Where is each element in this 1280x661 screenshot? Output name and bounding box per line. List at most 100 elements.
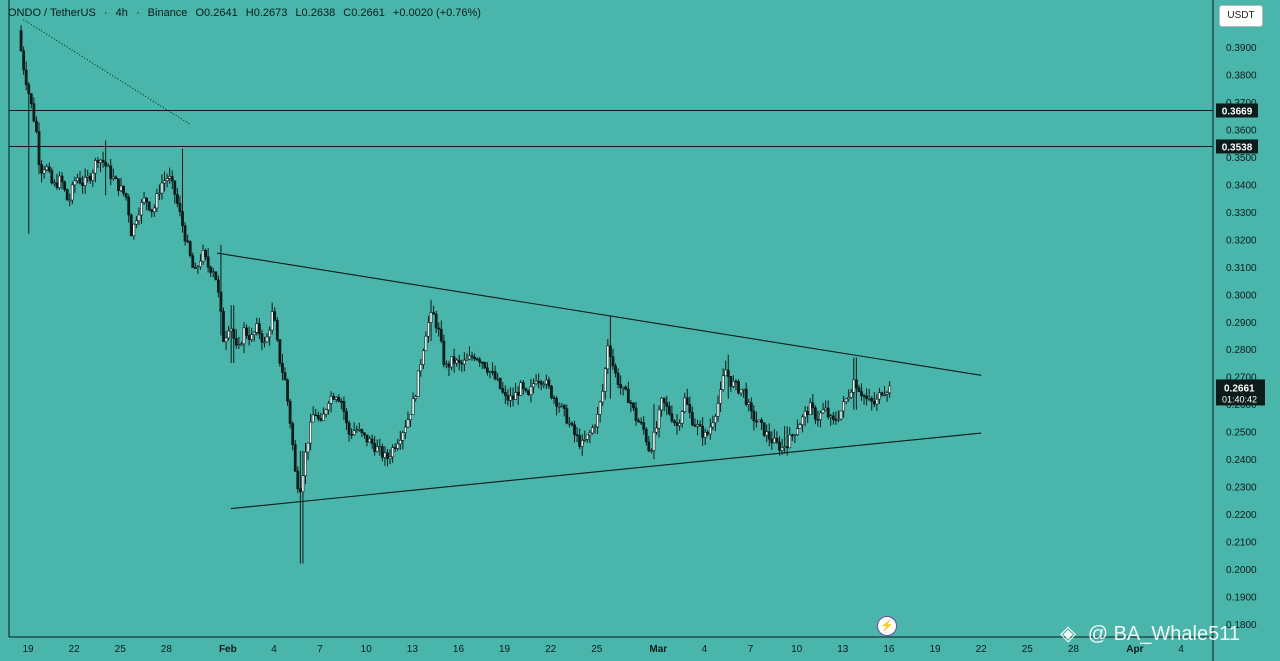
candle-body <box>437 327 441 330</box>
header-separator: · <box>103 7 108 19</box>
candle-body <box>696 424 699 427</box>
price-level-label: 0.3669 <box>1222 106 1253 117</box>
binance-logo-icon: ◈ <box>1060 622 1077 645</box>
candle-body <box>772 437 776 444</box>
candle-body <box>73 180 77 186</box>
candle-body <box>611 356 615 367</box>
candle-body <box>186 240 190 243</box>
candle-body <box>665 402 669 407</box>
candle-body <box>468 355 471 360</box>
candle-body <box>652 431 656 451</box>
candle-body <box>406 419 410 428</box>
price-level-label-box <box>1216 103 1258 118</box>
candle-body <box>565 408 569 424</box>
candle-body <box>263 341 266 344</box>
change-value: +0.0020 (+0.76%) <box>392 7 481 19</box>
candle-body <box>424 335 428 352</box>
candle-body <box>788 434 792 449</box>
x-tick-label: Feb <box>219 644 237 655</box>
candle-body <box>165 178 169 182</box>
candle-body <box>32 103 36 122</box>
candle-body <box>801 416 804 425</box>
y-tick-label: 0.3200 <box>1226 235 1257 246</box>
candle-body <box>621 386 625 389</box>
candlestick-series <box>19 25 892 564</box>
candle-body <box>134 220 138 225</box>
y-tick-label: 0.2400 <box>1226 455 1257 466</box>
candle-body <box>642 422 646 430</box>
x-tick-label: 25 <box>591 644 603 655</box>
candle-body <box>122 185 125 194</box>
candle-body <box>606 345 610 370</box>
y-tick-label: 0.2100 <box>1226 538 1257 549</box>
candle-body <box>598 401 602 415</box>
candle-body <box>734 381 738 383</box>
y-tick-label: 0.3000 <box>1226 290 1257 301</box>
price-level-label-box <box>1216 139 1258 154</box>
candle-body <box>288 400 292 424</box>
currency-unit-button[interactable]: USDT <box>1219 5 1263 27</box>
candle-body <box>388 456 392 460</box>
candle-body <box>434 313 438 329</box>
candle-body <box>283 372 287 381</box>
candle-body <box>158 192 161 195</box>
candle-body <box>762 422 766 436</box>
candle-body <box>363 432 366 436</box>
x-tick-label: 13 <box>407 644 419 655</box>
candle-body <box>550 385 553 399</box>
candle-body <box>342 401 346 412</box>
candle-body <box>501 388 505 393</box>
candle-body <box>275 320 279 340</box>
candle-body <box>209 266 213 273</box>
candle-body <box>857 387 861 392</box>
candle-body <box>711 422 715 428</box>
x-tick-label: 13 <box>837 644 849 655</box>
candle-body <box>547 379 551 387</box>
candle-body <box>91 172 95 181</box>
candle-body <box>478 359 482 363</box>
candle-body <box>608 345 612 358</box>
candle-body <box>534 380 538 384</box>
candle-body <box>811 402 815 409</box>
candle-body <box>370 438 374 444</box>
candle-body <box>242 327 246 345</box>
candle-body <box>163 180 166 184</box>
candle-body <box>96 160 100 163</box>
y-tick-label: 0.2700 <box>1226 373 1257 384</box>
lightning-icon[interactable]: ⚡ <box>877 616 897 636</box>
candle-body <box>404 426 407 434</box>
chart-header: ONDO / TetherUS · 4h · Binance O0.2641 H… <box>8 7 486 19</box>
y-tick-label: 0.2200 <box>1226 510 1257 521</box>
candle-body <box>721 375 725 390</box>
candle-body <box>703 431 707 438</box>
candle-body <box>632 402 635 409</box>
candle-body <box>155 193 159 209</box>
candle-body <box>86 175 90 178</box>
x-tick-label: 25 <box>115 644 127 655</box>
candle-body <box>355 429 359 432</box>
candle-body <box>45 166 49 171</box>
candle-body <box>596 414 599 428</box>
candle-body <box>224 337 228 343</box>
x-tick-label: 16 <box>453 644 465 655</box>
candle-body <box>227 330 231 339</box>
candle-body <box>432 312 435 315</box>
candle-body <box>58 175 61 188</box>
candle-body <box>619 384 623 388</box>
y-tick-label: 0.3900 <box>1226 43 1257 54</box>
candle-body <box>555 398 558 407</box>
candle-body <box>470 355 474 358</box>
candle-body <box>411 398 415 416</box>
candle-body <box>624 386 628 390</box>
interval-label: 4h <box>115 7 128 19</box>
candle-body <box>206 256 210 268</box>
candle-body <box>396 443 400 449</box>
candle-body <box>219 291 223 312</box>
watermark: ◈ @ BA_Whale511 <box>1060 621 1240 646</box>
x-tick-label: 19 <box>499 644 511 655</box>
candle-body <box>193 267 197 269</box>
candle-body <box>83 177 87 186</box>
candle-body <box>386 452 389 460</box>
candle-body <box>260 333 264 343</box>
